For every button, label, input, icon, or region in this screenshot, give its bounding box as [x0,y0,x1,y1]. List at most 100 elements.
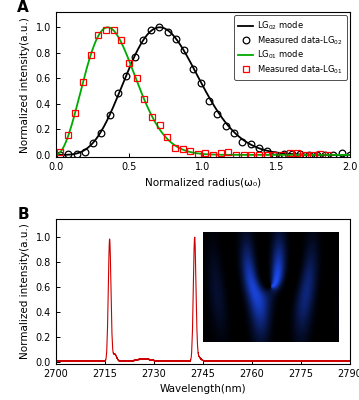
Measured data-LG$_{02}$ [83,149,87,154]
Measured data-LG$_{01}$ [150,115,154,120]
Measured data-LG$_{02}$ [191,66,195,71]
Measured data-LG$_{02}$ [116,90,120,95]
Measured data-LG$_{01}$ [272,152,276,157]
Measured data-LG$_{02}$ [157,25,162,30]
Line: Measured data-LG$_{02}$: Measured data-LG$_{02}$ [57,24,353,158]
Measured data-LG$_{02}$ [240,139,244,144]
X-axis label: Normalized radius(ω₀): Normalized radius(ω₀) [145,178,261,188]
LG$_{01}$ mode [233,152,237,157]
Measured data-LG$_{02}$ [298,152,303,157]
Measured data-LG$_{02}$ [323,152,327,157]
Measured data-LG$_{02}$ [108,112,112,117]
LG$_{02}$ mode [241,138,246,142]
Measured data-LG$_{01}$ [203,150,208,155]
Measured data-LG$_{02}$ [257,146,261,150]
Measured data-LG$_{02}$ [199,81,203,86]
Measured data-LG$_{02}$ [149,28,153,32]
LG$_{01}$ mode [106,25,110,30]
Measured data-LG$_{01}$ [127,61,131,66]
Measured data-LG$_{02}$ [331,152,336,157]
Measured data-LG$_{02}$ [165,30,170,34]
Measured data-LG$_{01}$ [58,150,62,155]
Measured data-LG$_{01}$ [104,27,108,32]
Measured data-LG$_{01}$ [188,148,192,153]
LG$_{01}$ mode [53,152,58,157]
X-axis label: Wavelength(nm): Wavelength(nm) [159,384,246,394]
LG$_{02}$ mode [307,152,312,157]
Measured data-LG$_{02}$ [132,55,137,60]
Measured data-LG$_{01}$ [142,97,146,102]
Measured data-LG$_{02}$ [265,149,269,154]
Measured data-LG$_{02}$ [224,124,228,129]
Y-axis label: Normalized intensity(a.u.): Normalized intensity(a.u.) [20,223,30,359]
Measured data-LG$_{02}$ [182,48,186,52]
Measured data-LG$_{01}$ [180,147,185,152]
Measured data-LG$_{01}$ [81,80,85,84]
LG$_{02}$ mode [53,152,58,157]
Measured data-LG$_{01}$ [89,52,93,57]
Measured data-LG$_{02}$ [232,130,236,135]
Measured data-LG$_{01}$ [303,152,307,157]
LG$_{01}$ mode [71,116,76,120]
Measured data-LG$_{01}$ [211,152,215,157]
LG$_{01}$ mode [348,152,352,157]
Text: A: A [17,0,29,15]
Measured data-LG$_{01}$ [112,28,116,32]
Measured data-LG$_{02}$ [281,152,286,157]
Measured data-LG$_{01}$ [196,151,200,156]
Measured data-LG$_{01}$ [173,145,177,150]
LG$_{02}$ mode [225,122,229,127]
Measured data-LG$_{02}$ [91,141,95,146]
Measured data-LG$_{02}$ [215,111,220,116]
LG$_{02}$ mode [157,25,162,30]
Measured data-LG$_{01}$ [119,37,123,42]
Y-axis label: Normalized intensity(a.u.): Normalized intensity(a.u.) [20,17,30,153]
Measured data-LG$_{01}$ [73,110,78,115]
Measured data-LG$_{01}$ [226,150,230,154]
Measured data-LG$_{01}$ [134,76,139,81]
Legend: LG$_{02}$ mode, Measured data-LG$_{02}$, LG$_{01}$ mode, Measured data-LG$_{01}$: LG$_{02}$ mode, Measured data-LG$_{02}$,… [234,15,347,80]
Measured data-LG$_{02}$ [348,152,352,157]
LG$_{01}$ mode [241,152,246,157]
LG$_{02}$ mode [71,152,76,156]
Measured data-LG$_{01}$ [265,152,269,157]
Measured data-LG$_{02}$ [273,152,278,157]
LG$_{02}$ mode [277,150,281,155]
Measured data-LG$_{02}$ [66,152,70,156]
Measured data-LG$_{01}$ [318,151,322,156]
Measured data-LG$_{01}$ [311,152,315,157]
Measured data-LG$_{02}$ [124,74,129,78]
Measured data-LG$_{01}$ [326,152,330,157]
LG$_{01}$ mode [225,152,229,157]
Line: LG$_{02}$ mode: LG$_{02}$ mode [56,27,350,155]
LG$_{02}$ mode [233,130,237,135]
Measured data-LG$_{01}$ [234,152,238,157]
Measured data-LG$_{02}$ [307,152,311,157]
Measured data-LG$_{02}$ [58,152,62,157]
Measured data-LG$_{01}$ [280,152,284,157]
LG$_{01}$ mode [277,152,281,157]
Measured data-LG$_{02}$ [290,152,294,156]
Measured data-LG$_{01}$ [249,152,253,157]
Measured data-LG$_{01}$ [96,33,101,38]
Line: Measured data-LG$_{01}$: Measured data-LG$_{01}$ [57,27,331,158]
Measured data-LG$_{01}$ [157,123,162,128]
Measured data-LG$_{01}$ [165,135,169,140]
Measured data-LG$_{01}$ [66,133,70,138]
Text: B: B [17,207,29,222]
Measured data-LG$_{02}$ [99,130,104,135]
Measured data-LG$_{01}$ [295,150,299,155]
Line: LG$_{01}$ mode: LG$_{01}$ mode [56,27,350,155]
Measured data-LG$_{02}$ [207,99,211,104]
Measured data-LG$_{02}$ [174,36,178,41]
Measured data-LG$_{01}$ [242,152,246,157]
Measured data-LG$_{02}$ [315,152,319,157]
Measured data-LG$_{02}$ [248,142,253,146]
Measured data-LG$_{02}$ [74,152,79,156]
Measured data-LG$_{01}$ [288,151,292,156]
LG$_{02}$ mode [348,152,352,157]
Measured data-LG$_{02}$ [340,150,344,155]
Measured data-LG$_{02}$ [141,37,145,42]
Measured data-LG$_{01}$ [257,152,261,157]
Measured data-LG$_{01}$ [219,151,223,156]
